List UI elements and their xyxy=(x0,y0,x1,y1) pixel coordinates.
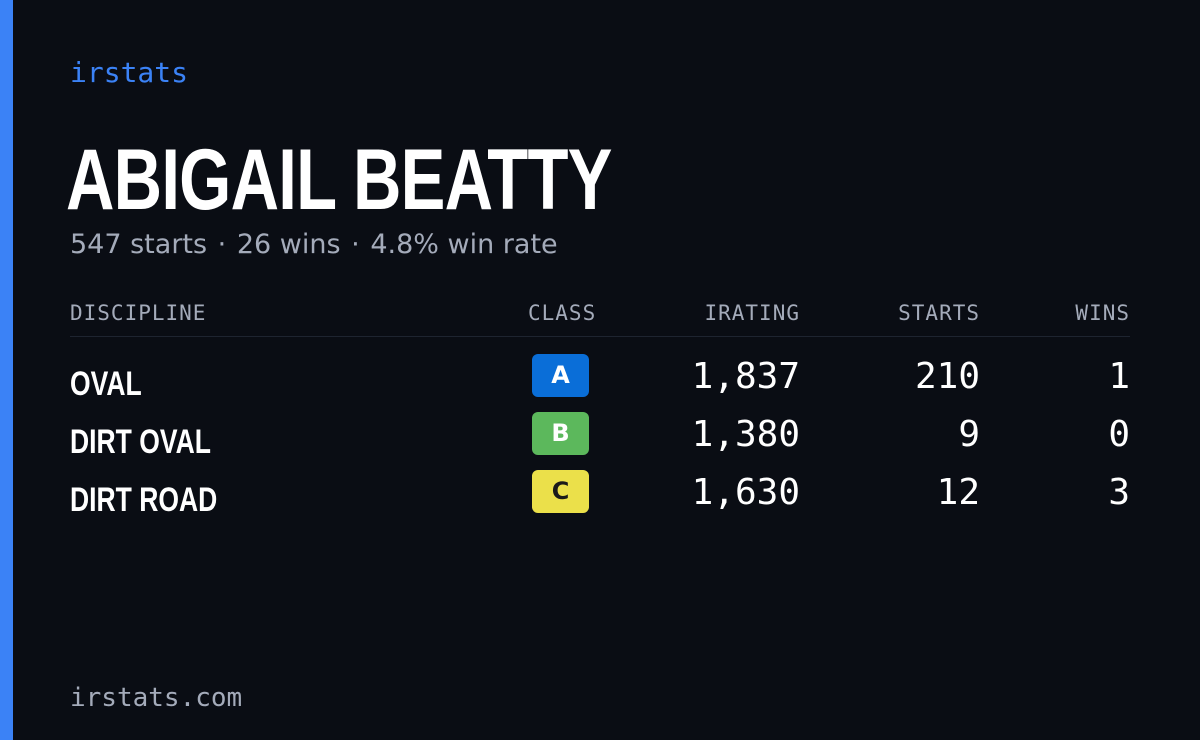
row-discipline: DIRT OVAL xyxy=(70,423,211,461)
summary-starts: 547 starts xyxy=(70,229,208,260)
header-class: CLASS xyxy=(528,301,597,325)
row-irating: 1,630 xyxy=(691,472,800,513)
row-irating: 1,837 xyxy=(691,356,800,397)
row-irating: 1,380 xyxy=(691,414,800,455)
header-starts: STARTS xyxy=(898,301,980,325)
row-wins: 1 xyxy=(1108,356,1130,397)
summary-separator: · xyxy=(217,229,227,260)
table-row: DIRT OVAL B 1,380 9 0 xyxy=(70,412,1130,470)
accent-bar xyxy=(0,0,13,740)
header-wins: WINS xyxy=(1075,301,1130,325)
row-wins: 0 xyxy=(1108,414,1130,455)
class-badge: B xyxy=(532,412,589,455)
footer-domain[interactable]: irstats.com xyxy=(70,683,243,713)
driver-name: ABIGAIL BEATTY xyxy=(66,132,612,228)
row-starts: 12 xyxy=(936,472,980,513)
header-irating: IRATING xyxy=(704,301,800,325)
brand-logo-text[interactable]: irstats xyxy=(70,56,189,89)
row-starts: 210 xyxy=(914,356,980,397)
class-badge: A xyxy=(532,354,589,397)
summary-wins: 26 wins xyxy=(236,229,341,260)
stats-table: DISCIPLINE CLASS IRATING STARTS WINS OVA… xyxy=(70,298,1130,519)
driver-summary: 547 starts · 26 wins · 4.8% win rate xyxy=(70,228,558,262)
row-discipline: OVAL xyxy=(70,365,142,403)
table-header: DISCIPLINE CLASS IRATING STARTS WINS xyxy=(70,298,1130,337)
summary-win-rate: 4.8% win rate xyxy=(370,229,558,260)
header-discipline: DISCIPLINE xyxy=(70,301,207,325)
row-wins: 3 xyxy=(1108,472,1130,513)
class-badge: C xyxy=(532,470,589,513)
table-row: OVAL A 1,837 210 1 xyxy=(70,354,1130,412)
row-starts: 9 xyxy=(958,414,980,455)
row-discipline: DIRT ROAD xyxy=(70,481,218,519)
summary-separator: · xyxy=(351,229,360,260)
table-row: DIRT ROAD C 1,630 12 3 xyxy=(70,470,1130,528)
